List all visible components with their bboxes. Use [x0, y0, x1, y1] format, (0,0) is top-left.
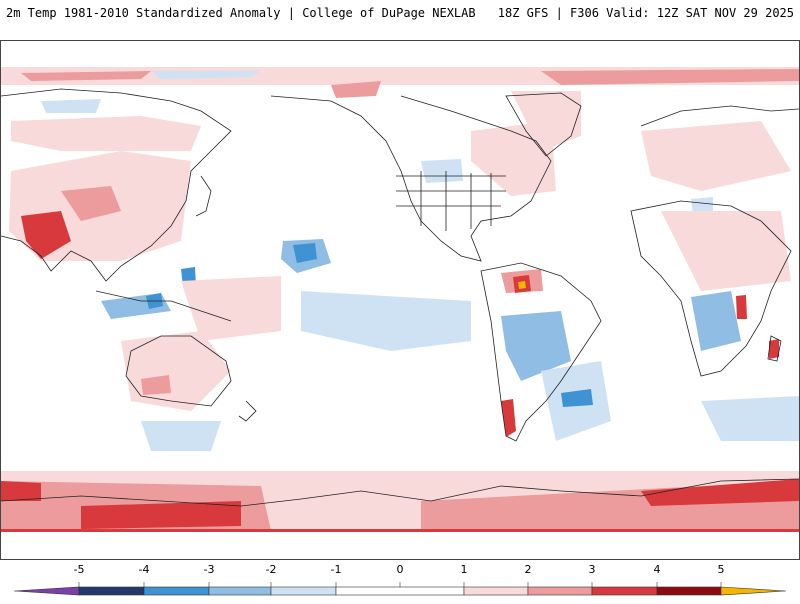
tick-label: 4	[654, 563, 661, 576]
tibet-warm-core	[21, 211, 71, 259]
greenland-warm	[511, 91, 581, 151]
anomaly-map	[1, 67, 799, 532]
arctic-warm-patch	[541, 69, 799, 85]
tick-label: -2	[266, 563, 277, 576]
coastline-layer	[1, 88, 799, 507]
asia-warm-core	[61, 186, 121, 221]
amazon-cool	[501, 311, 571, 381]
run-info: 18Z GFS | F306 Valid: 12Z SAT NOV 29 202…	[497, 6, 794, 20]
swatch-p5	[720, 586, 787, 596]
south-america-coast	[480, 262, 602, 442]
arctic-warm-patch	[331, 81, 381, 98]
swatch-p4	[656, 586, 722, 596]
antarctic-warm-core	[1, 481, 41, 501]
north-america-cool	[421, 159, 463, 183]
colorbar-labels: -5 -4 -3 -2 -1 0 1 2 3 4 5	[74, 563, 725, 576]
venezuela-extreme	[518, 281, 526, 289]
colorbar: -5 -4 -3 -2 -1 0 1 2 3 4 5	[0, 560, 800, 600]
us-states-grid	[396, 171, 506, 231]
tick-label: 5	[718, 563, 725, 576]
tick-label: 1	[461, 563, 468, 576]
tick-label: -5	[74, 563, 85, 576]
tick-label: 3	[589, 563, 596, 576]
antarctic-warm-core	[641, 479, 799, 506]
southern-cool	[141, 421, 221, 451]
tick-label: -3	[204, 563, 215, 576]
swatch-p3	[591, 586, 658, 596]
title-left: 2m Temp 1981-2010 Standardized Anomaly |…	[6, 6, 476, 20]
north-america-coast	[270, 95, 552, 262]
indonesia-coast	[95, 290, 232, 322]
indian-ocean-cool	[701, 396, 799, 441]
arctic-cool-patch	[151, 71, 261, 79]
africa-warm-core	[736, 295, 747, 319]
anomaly-fill-layer	[1, 67, 799, 532]
siberia-cool	[41, 99, 101, 113]
pacific-cool-core	[293, 243, 317, 263]
tick-label: 2	[525, 563, 532, 576]
colorbar-swatches	[13, 586, 787, 596]
africa-warm	[661, 211, 791, 291]
map-panel	[0, 40, 800, 560]
tick-label: -1	[331, 563, 342, 576]
swatch-n5	[13, 586, 80, 596]
arctic-warm-patch	[21, 71, 151, 81]
europe-warm	[641, 121, 791, 191]
australia-coast	[125, 335, 232, 407]
antarctica-coast	[1, 478, 799, 507]
swatch-n2	[208, 586, 272, 596]
asia-coast	[1, 88, 232, 282]
canada-warm	[471, 121, 556, 196]
japan-coast	[195, 175, 212, 217]
swatch-n3	[143, 586, 210, 596]
argentina-cool-core	[561, 389, 593, 407]
siberia-warm	[11, 116, 201, 151]
greenland-coast	[505, 92, 582, 157]
europe-cool	[691, 197, 713, 215]
swatch-n4	[78, 586, 145, 596]
antarctic-warm-core	[81, 501, 241, 529]
pacific-cool-tongue	[301, 291, 471, 351]
madagascar-coast	[767, 335, 782, 362]
africa-coast	[630, 200, 792, 377]
swatch-p1	[463, 586, 529, 596]
swatch-n1	[270, 586, 337, 596]
europe-coast	[640, 105, 799, 127]
australia-warm-core	[141, 375, 171, 395]
australia-warm	[121, 331, 231, 411]
africa-cool	[691, 291, 741, 351]
swatch-zero	[335, 586, 465, 596]
tick-label: -4	[139, 563, 150, 576]
nz-coast	[238, 400, 257, 422]
madagascar-warm	[769, 339, 779, 359]
tick-label: 0	[397, 563, 404, 576]
colorbar-ticks	[78, 582, 722, 587]
pacific-warm-scatter	[181, 276, 281, 341]
swatch-p2	[527, 586, 593, 596]
south-pole-edge	[1, 529, 799, 532]
